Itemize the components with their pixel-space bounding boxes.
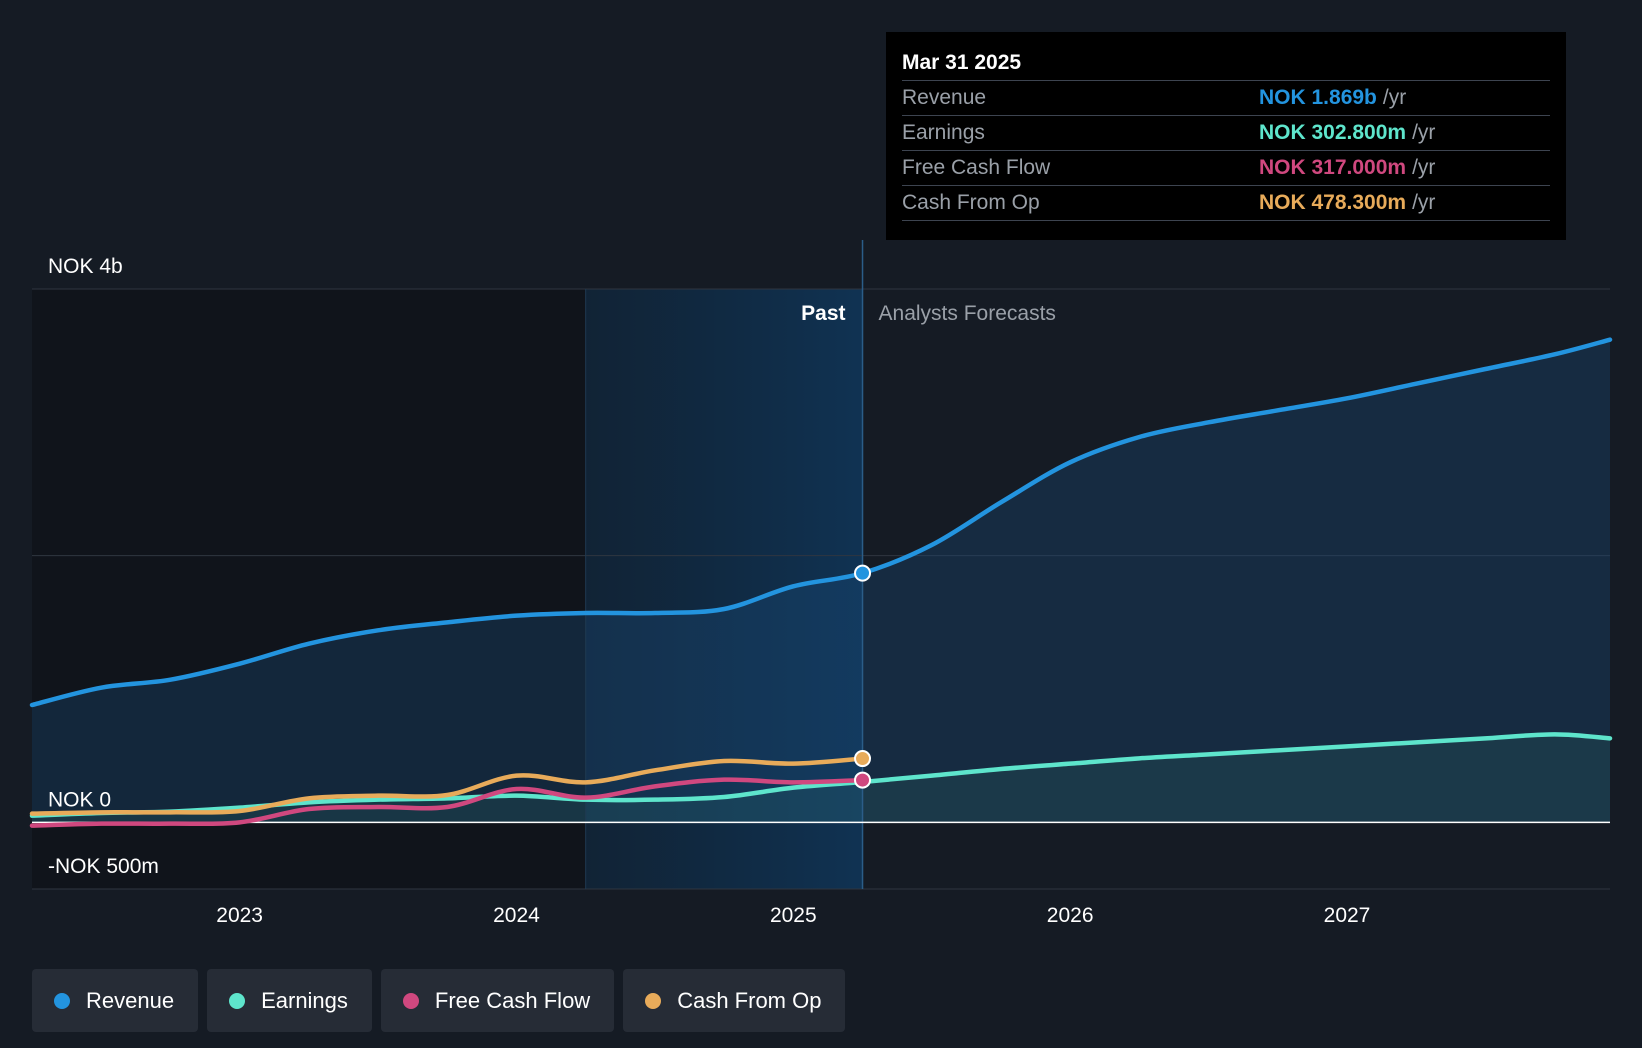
series-lines [29,337,1613,828]
y-axis-label-bottom: -NOK 500m [48,855,159,878]
tooltip-value: NOK 1.869b [1259,86,1377,109]
line-earnings [29,732,1613,818]
tooltip-label: Earnings [902,121,985,144]
forecast-label: Analysts Forecasts [879,302,1056,325]
line-revenue [29,337,1613,708]
marker-cash-from-op [854,750,872,768]
tooltip-row-free-cash-flow: Free Cash Flow NOK 317.000m /yr [902,150,1550,185]
y-axis-label-zero: NOK 0 [48,788,111,811]
gridlines [32,288,1610,890]
x-tick-label: 2024 [493,904,540,927]
tooltip-unit: /yr [1412,121,1436,144]
series-markers [854,564,872,789]
past-label: Past [801,302,845,325]
marker-revenue [854,564,872,582]
legend-label: Revenue [86,987,175,1013]
legend-dot-icon [54,992,70,1009]
past-region [32,289,586,889]
tooltip-date: Mar 31 2025 [902,51,1022,74]
legend-label: Cash From Op [677,987,822,1013]
legend-label: Free Cash Flow [434,987,591,1013]
legend-item-free-cash-flow[interactable]: Free Cash Flow [380,969,615,1032]
x-tick-label: 2027 [1324,904,1371,927]
tooltip-value: NOK 302.800m [1259,121,1407,144]
tooltip-label: Free Cash Flow [902,156,1051,179]
legend-dot-icon [229,992,246,1009]
x-tick-label: 2023 [216,904,263,927]
tooltip-row-earnings: Earnings NOK 302.800m /yr [902,115,1550,150]
legend-label: Earnings [261,987,348,1013]
line-cash-from-op [29,756,865,816]
tooltip: Mar 31 2025 Revenue NOK 1.869b /yr Earni… [886,32,1566,240]
tooltip-label: Cash From Op [902,191,1040,214]
tooltip-value: NOK 317.000m [1259,156,1407,179]
tooltip-unit: /yr [1412,156,1436,179]
legend-dot-icon [645,992,662,1009]
tooltip-label: Revenue [902,86,987,109]
legend-item-earnings[interactable]: Earnings [207,969,372,1032]
area-revenue [32,339,1610,823]
x-axis-ticks: 2023 2024 2025 2026 2027 [216,904,1370,927]
tooltip-unit: /yr [1412,191,1436,214]
tooltip-unit: /yr [1382,86,1407,109]
legend-item-cash-from-op[interactable]: Cash From Op [623,969,846,1032]
x-tick-label: 2026 [1047,904,1094,927]
legend-item-revenue[interactable]: Revenue [32,969,199,1032]
y-axis-label-top: NOK 4b [48,255,123,278]
marker-free-cash-flow [854,771,872,789]
tooltip-value: NOK 478.300m [1259,191,1407,214]
legend: Revenue Earnings Free Cash Flow Cash Fro… [32,969,846,1032]
x-tick-label: 2025 [770,904,817,927]
legend-dot-icon [402,992,419,1009]
tooltip-row-cash-from-op: Cash From Op NOK 478.300m /yr [902,185,1550,221]
tooltip-row-revenue: Revenue NOK 1.869b /yr [902,80,1550,115]
line-free-cash-flow [29,777,865,828]
